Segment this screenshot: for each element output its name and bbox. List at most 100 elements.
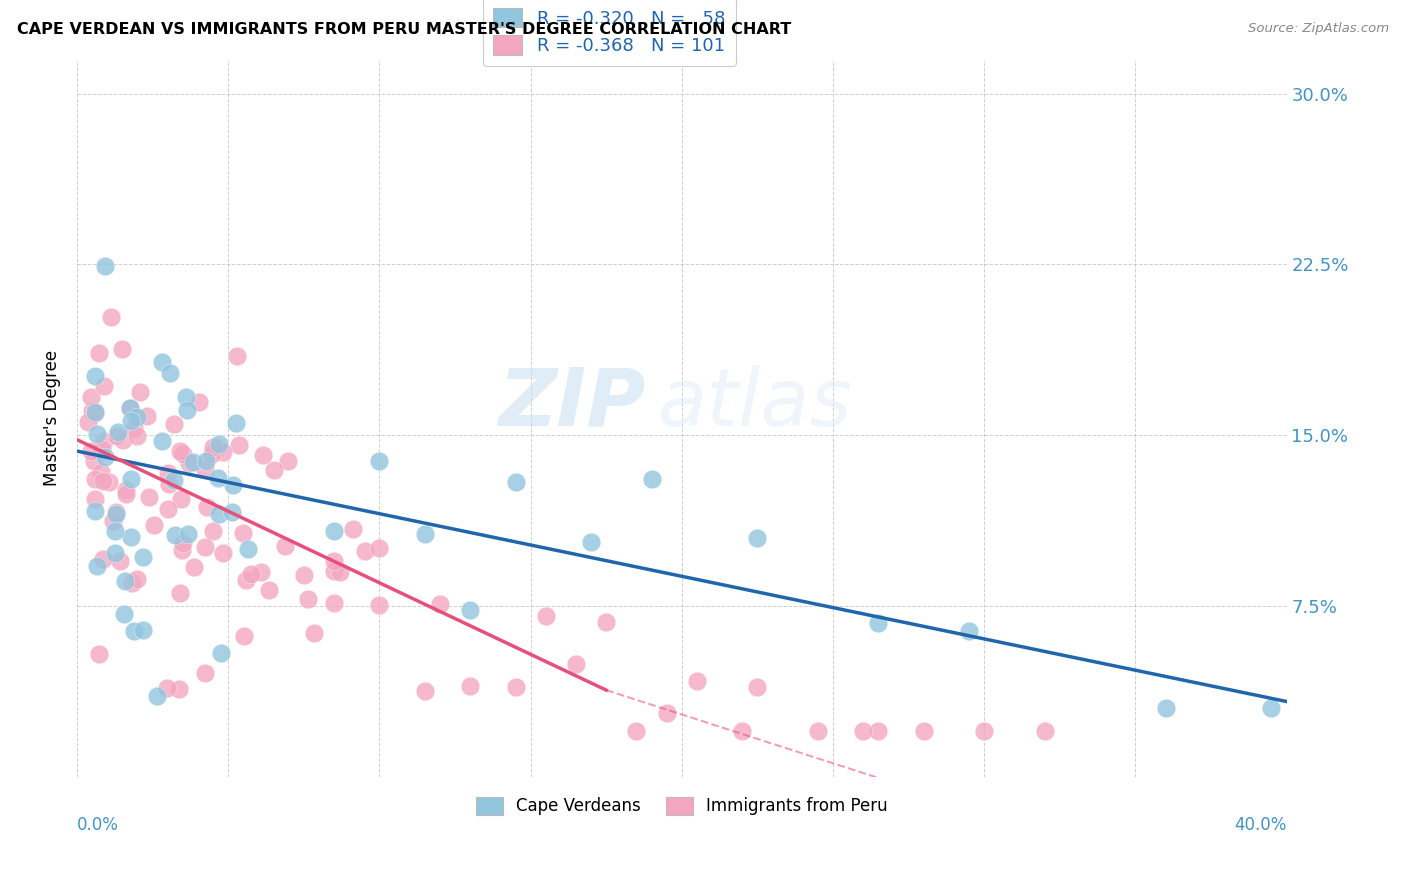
Point (125, 573, 148, 587)
Point (124, 624, 146, 638)
Point (228, 438, 250, 452)
Point (157, 477, 180, 491)
Point (747, 680, 769, 694)
Point (868, 615, 890, 630)
Point (209, 646, 232, 660)
Point (458, 679, 481, 693)
Point (257, 582, 280, 597)
Point (89, 647, 111, 661)
Point (121, 576, 143, 591)
Point (84, 368, 107, 383)
Point (302, 626, 325, 640)
Point (172, 447, 194, 461)
Point (429, 597, 451, 611)
Point (194, 541, 217, 555)
Point (413, 526, 436, 541)
Point (274, 539, 297, 553)
Point (98, 475, 121, 490)
Point (1260, 701, 1282, 715)
Point (176, 403, 198, 417)
Point (413, 684, 436, 698)
Point (91, 474, 114, 488)
Point (747, 531, 769, 545)
Point (172, 535, 194, 549)
Point (201, 524, 224, 538)
Point (107, 425, 129, 439)
Point (83, 472, 105, 486)
Point (207, 470, 229, 484)
Point (170, 491, 193, 506)
Point (322, 564, 344, 578)
Point (105, 505, 128, 519)
Point (132, 549, 155, 564)
Point (232, 526, 254, 541)
Point (156, 681, 179, 695)
Text: 0.0%: 0.0% (77, 816, 120, 834)
Point (655, 706, 678, 721)
Point (129, 385, 152, 400)
Point (187, 394, 209, 409)
Point (263, 462, 285, 476)
Point (163, 473, 186, 487)
Text: atlas: atlas (658, 365, 852, 442)
Point (104, 546, 127, 560)
Point (77, 415, 100, 429)
Point (174, 390, 197, 404)
Point (136, 409, 159, 423)
Point (342, 522, 364, 536)
Point (114, 487, 136, 501)
Point (197, 500, 219, 514)
Point (368, 454, 391, 468)
Point (118, 401, 141, 415)
Point (83, 492, 105, 507)
Point (239, 567, 262, 582)
Point (225, 417, 247, 431)
Point (626, 724, 648, 739)
Point (1033, 724, 1056, 739)
Point (93, 379, 115, 393)
Point (565, 657, 588, 672)
Point (91, 442, 114, 456)
Point (1154, 701, 1177, 715)
Point (169, 586, 191, 600)
Point (156, 501, 179, 516)
Point (458, 603, 481, 617)
Point (368, 541, 391, 556)
Point (957, 624, 980, 638)
Point (297, 591, 319, 606)
Point (170, 543, 193, 558)
Point (194, 454, 217, 468)
Point (138, 490, 160, 504)
Point (236, 541, 259, 556)
Point (108, 554, 131, 568)
Point (87, 345, 110, 359)
Point (292, 567, 315, 582)
Point (114, 574, 136, 588)
Point (101, 514, 124, 528)
Point (93, 450, 115, 464)
Point (194, 461, 217, 475)
Point (152, 355, 174, 369)
Point (120, 531, 142, 545)
Point (122, 421, 145, 435)
Point (534, 608, 557, 623)
Point (329, 566, 352, 580)
Point (225, 350, 247, 364)
Text: ZIP: ZIP (498, 365, 645, 442)
Point (323, 554, 346, 568)
Point (142, 517, 165, 532)
Point (852, 724, 875, 739)
Point (211, 546, 233, 560)
Point (595, 615, 617, 629)
Point (277, 454, 299, 468)
Point (868, 724, 890, 739)
Point (202, 440, 225, 454)
Point (505, 681, 527, 695)
Point (83, 453, 105, 467)
Point (181, 455, 204, 469)
Point (505, 475, 527, 490)
Point (86, 559, 108, 574)
Point (125, 410, 148, 425)
Point (84, 406, 107, 420)
Point (159, 366, 181, 380)
